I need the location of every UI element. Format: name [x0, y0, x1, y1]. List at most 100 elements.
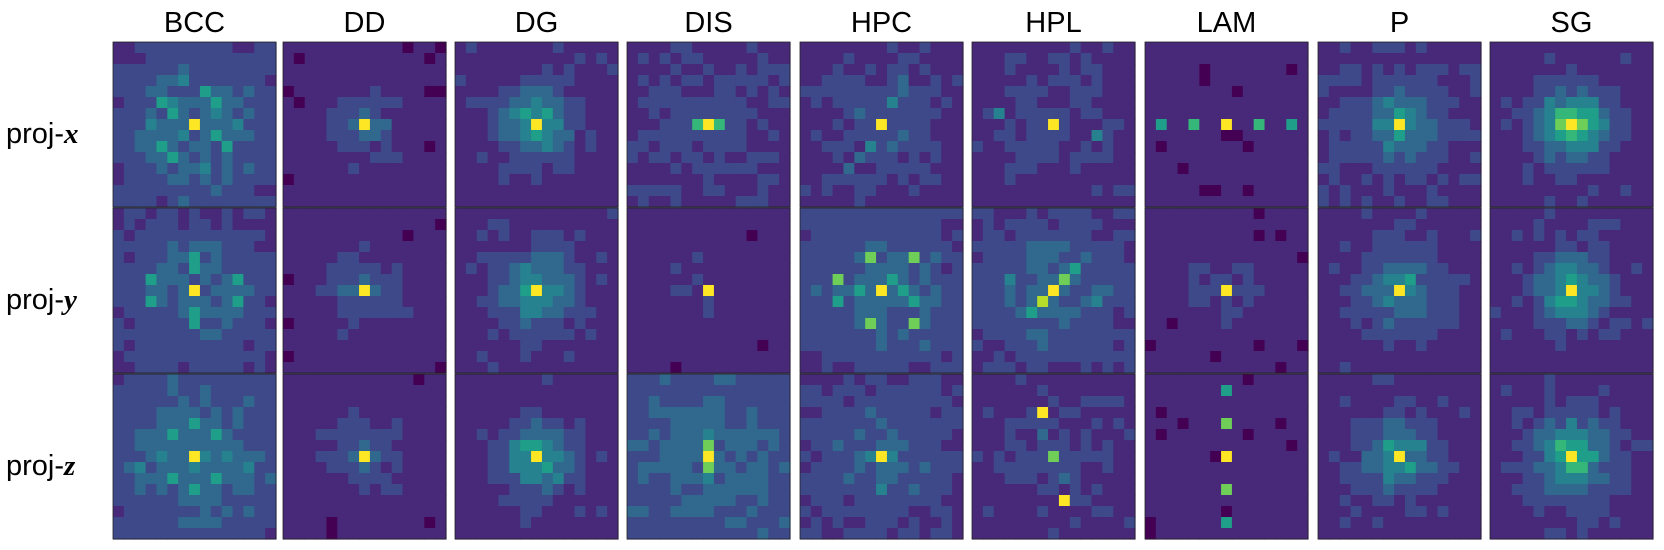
- heatmap-cell: [156, 185, 168, 197]
- heatmap-cell: [541, 528, 554, 540]
- heatmap-cell: [476, 307, 489, 319]
- heatmap-cell: [1328, 208, 1341, 220]
- heatmap-cell: [1350, 53, 1363, 65]
- heatmap-cell: [369, 53, 382, 65]
- heatmap-cell: [1533, 141, 1545, 153]
- heatmap-cell: [1566, 285, 1578, 297]
- heatmap-cell: [520, 473, 532, 485]
- heatmap-cell: [993, 208, 1006, 220]
- heatmap-cell: [982, 351, 995, 363]
- heatmap-cell: [254, 362, 266, 374]
- heatmap-cell: [1080, 329, 1093, 341]
- heatmap-cell: [156, 528, 168, 540]
- heatmap-cell: [254, 196, 266, 208]
- heatmap-cell: [692, 141, 704, 153]
- heatmap-cell: [670, 374, 682, 386]
- heatmap-cell: [1102, 97, 1114, 109]
- heatmap-cell: [178, 418, 190, 430]
- heatmap-cell: [865, 362, 877, 374]
- heatmap-cell: [293, 329, 306, 341]
- heatmap-cell: [713, 230, 726, 242]
- heatmap-cell: [627, 53, 639, 65]
- heatmap-cell: [304, 241, 317, 253]
- column-label-hpc: HPC: [851, 7, 912, 39]
- heatmap-cell: [876, 208, 888, 220]
- heatmap-cell: [145, 185, 158, 197]
- panel-frame: [112, 41, 277, 208]
- heatmap-cell: [810, 241, 823, 253]
- heatmap-cell: [876, 296, 888, 308]
- heatmap-cell: [199, 528, 212, 540]
- heatmap-cell: [1058, 97, 1071, 109]
- heatmap-cell: [509, 252, 521, 264]
- heatmap-cell: [1242, 130, 1255, 142]
- heatmap-cell: [293, 528, 306, 540]
- heatmap-cell: [941, 208, 953, 220]
- heatmap-cell: [1221, 208, 1233, 220]
- heatmap-cell: [254, 86, 266, 98]
- heatmap-cell: [369, 285, 382, 297]
- heatmap-cell: [982, 362, 995, 374]
- heatmap-cell: [315, 462, 328, 474]
- heatmap-cell: [254, 407, 266, 419]
- heatmap-cell: [1415, 351, 1428, 363]
- heatmap-cell: [919, 42, 931, 54]
- heatmap-cell: [1522, 252, 1535, 264]
- heatmap-cell: [1124, 307, 1136, 319]
- heatmap-cell: [1318, 163, 1330, 175]
- heatmap-cell: [724, 296, 737, 308]
- heatmap-cell: [402, 418, 414, 430]
- heatmap-cell: [337, 219, 349, 231]
- heatmap-cell: [531, 396, 543, 408]
- heatmap-cell: [952, 307, 964, 319]
- heatmap-cell: [757, 429, 769, 441]
- heatmap-cell: [1415, 263, 1428, 275]
- heatmap-cell: [1069, 97, 1082, 109]
- heatmap-cell: [1490, 219, 1502, 231]
- heatmap-cell: [326, 119, 338, 131]
- heatmap-cell: [972, 241, 984, 253]
- heatmap-cell: [465, 174, 478, 186]
- panel-frame: [1317, 207, 1482, 374]
- heatmap-cell: [283, 130, 295, 142]
- heatmap-cell: [1328, 130, 1341, 142]
- heatmap-cell: [1318, 64, 1330, 76]
- heatmap-cell: [1328, 141, 1341, 153]
- heatmap-cell: [476, 362, 489, 374]
- heatmap-cell: [1048, 130, 1060, 142]
- panel-frame: [282, 207, 447, 374]
- heatmap-cell: [1372, 307, 1384, 319]
- heatmap-cell: [1404, 351, 1417, 363]
- heatmap-cell: [1275, 329, 1287, 341]
- heatmap-cell: [156, 517, 168, 529]
- heatmap-cell: [435, 418, 447, 430]
- heatmap-cell: [637, 274, 650, 286]
- heatmap-cell: [1620, 196, 1632, 208]
- heatmap-cell: [134, 362, 147, 374]
- heatmap-cell: [810, 141, 823, 153]
- heatmap-cell: [1339, 53, 1352, 65]
- heatmap-cell: [585, 473, 597, 485]
- heatmap-cell: [315, 42, 328, 54]
- heatmap-cell: [659, 517, 672, 529]
- heatmap-cell: [930, 296, 942, 308]
- heatmap-cell: [724, 152, 737, 164]
- heatmap-cell: [1437, 119, 1449, 131]
- heatmap-cell: [232, 407, 244, 419]
- heatmap-cell: [304, 385, 317, 397]
- heatmap-cell: [627, 163, 639, 175]
- heatmap-cell: [1048, 42, 1060, 54]
- heatmap-cell: [1015, 296, 1027, 308]
- heatmap-cell: [1459, 141, 1471, 153]
- heatmap-cell: [304, 307, 317, 319]
- heatmap-cell: [1199, 274, 1211, 286]
- heatmap-cell: [779, 329, 791, 341]
- heatmap-cell: [1642, 141, 1654, 153]
- heatmap-cell: [380, 407, 393, 419]
- heatmap-cell: [972, 163, 984, 175]
- heatmap-cell: [779, 263, 791, 275]
- heatmap-cell: [1511, 307, 1524, 319]
- heatmap-cell: [1004, 285, 1017, 297]
- heatmap-cell: [1609, 307, 1621, 319]
- panel-p-proj-y: [1317, 207, 1482, 374]
